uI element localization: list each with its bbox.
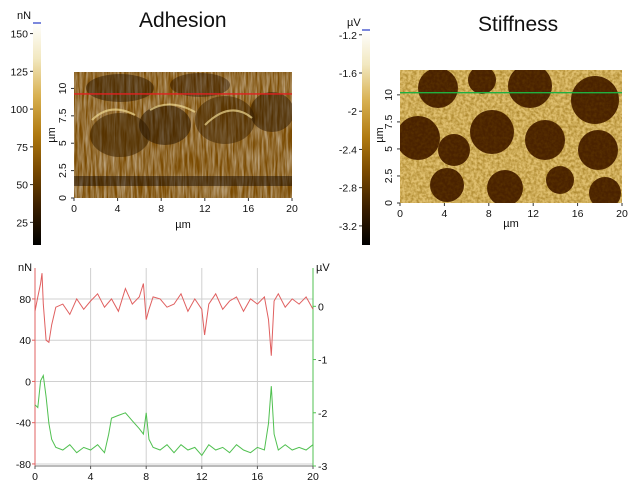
adhesion-image [74,72,292,198]
colorbar-tick-label: 75 [16,142,28,154]
colorbar-tick-label: -2.4 [339,144,357,156]
map-y-tick-label: 7.5 [383,114,395,129]
map-x-tick-label: 0 [397,208,403,220]
profile-left-tick-label: 0 [25,376,31,388]
stiffness-colorbar: µV -1.2 -1.6 -2 -2.4 -2.8 -3.2 [339,17,370,245]
map-y-tick-label: 10 [383,89,395,101]
adhesion-x-label: µm [175,219,191,231]
stiffness-title: Stiffness [478,13,558,36]
profile-right-tick-label: -1 [318,355,327,367]
colorbar-tick-label: -3.2 [339,221,357,233]
profile-x-tick-label: 8 [143,471,149,483]
map-y-tick-label: 5 [57,140,69,146]
colorbar-tick-label: -1.2 [339,30,357,42]
stiffness-image [400,70,622,203]
colorbar-tick-label: -1.6 [339,68,357,80]
stiffness-colorbar-unit: µV [347,17,361,29]
map-x-tick-label: 20 [286,203,298,215]
adhesion-colorbar: nN 150 125 100 75 50 25 [10,10,41,245]
map-x-tick-label: 20 [616,208,628,220]
map-y-tick-label: 0 [57,195,69,201]
adhesion-profile-line [34,273,314,356]
adhesion-map: Adhesion 0 4 8 12 16 20 0 2.5 5 7.5 10 µm µm [46,9,298,231]
colorbar-tick-label: 50 [16,180,28,192]
map-x-tick-label: 8 [158,203,164,215]
map-x-tick-label: 16 [243,203,255,215]
stiffness-x-label: µm [503,218,519,230]
profile-left-unit: nN [18,262,32,274]
colorbar-tick-label: 25 [16,217,28,229]
colorbar-tick-label: 100 [10,104,28,116]
map-y-tick-label: 2.5 [383,169,395,184]
profile-right-tick-label: 0 [318,301,324,313]
profile-right-tick-label: -3 [318,461,327,473]
profile-left-tick-label: -80 [16,459,31,471]
profile-left-tick-label: 40 [19,335,31,347]
profile-left-tick-label: 80 [19,294,31,306]
stiffness-map: Stiffness 0 4 8 12 16 20 0 2.5 5 [374,13,628,230]
adhesion-title: Adhesion [139,9,227,32]
colorbar-tick-label: 125 [10,66,28,78]
adhesion-y-label: µm [46,127,58,143]
map-y-tick-label: 5 [383,146,395,152]
map-y-tick-label: 7.5 [57,108,69,123]
colorbar-tick-label: -2 [348,106,357,118]
profile-right-tick-label: -2 [318,408,327,420]
profile-x-tick-label: 12 [196,471,208,483]
profile-x-tick-label: 4 [88,471,94,483]
map-y-tick-label: 10 [57,82,69,94]
profile-x-tick-label: 20 [307,471,319,483]
stiffness-y-label: µm [374,127,386,143]
stiffness-colorbar-gradient [362,30,370,245]
profile-right-unit: µV [316,262,330,274]
profile-left-tick-label: -40 [16,418,31,430]
map-x-tick-label: 4 [441,208,447,220]
map-y-tick-label: 2.5 [57,163,69,178]
map-x-tick-label: 8 [486,208,492,220]
profile-x-tick-label: 0 [32,471,38,483]
profile-x-tick-label: 16 [252,471,264,483]
map-x-tick-label: 4 [115,203,121,215]
map-x-tick-label: 12 [527,208,539,220]
adhesion-colorbar-unit: nN [17,10,31,22]
map-x-tick-label: 16 [572,208,584,220]
colorbar-tick-label: 150 [10,29,28,41]
map-x-tick-label: 12 [199,203,211,215]
adhesion-colorbar-gradient [33,23,41,245]
colorbar-tick-label: -2.8 [339,183,357,195]
map-y-tick-label: 0 [383,200,395,206]
map-x-tick-label: 0 [71,203,77,215]
stiffness-profile-line [34,373,314,457]
